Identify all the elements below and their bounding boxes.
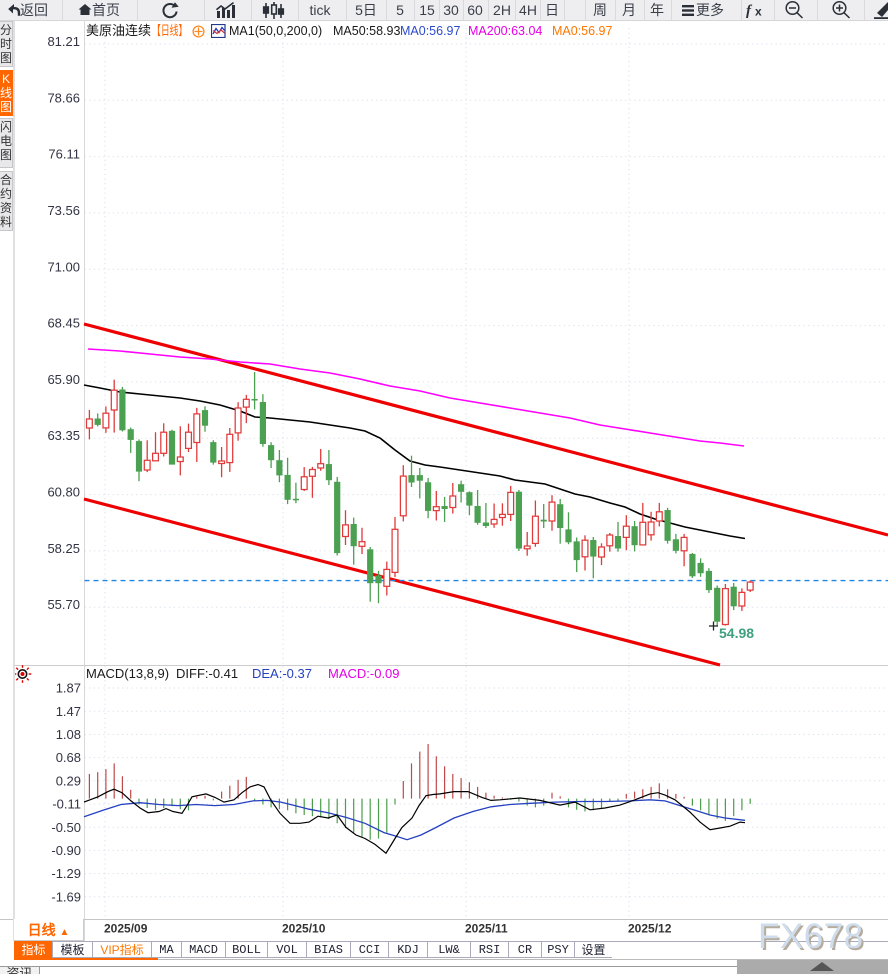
svg-text:0.29: 0.29 <box>56 773 81 788</box>
svg-text:73.56: 73.56 <box>47 203 80 218</box>
svg-text:f: f <box>746 3 753 19</box>
svg-text:71.00: 71.00 <box>47 259 80 274</box>
svg-text:55.70: 55.70 <box>47 597 80 612</box>
svg-text:-0.50: -0.50 <box>51 820 81 835</box>
svg-text:1.47: 1.47 <box>56 704 81 719</box>
svg-text:2025/10: 2025/10 <box>282 922 326 936</box>
svg-text:68.45: 68.45 <box>47 316 80 331</box>
svg-text:78.66: 78.66 <box>47 90 80 105</box>
svg-text:2025/11: 2025/11 <box>465 922 508 936</box>
svg-text:2025/09: 2025/09 <box>104 922 148 936</box>
svg-text:63.35: 63.35 <box>47 428 80 443</box>
svg-text:-0.90: -0.90 <box>51 843 81 858</box>
svg-text:0.68: 0.68 <box>56 750 81 765</box>
svg-text:81.21: 81.21 <box>47 34 80 49</box>
svg-text:58.25: 58.25 <box>47 541 80 556</box>
svg-text:60.80: 60.80 <box>47 485 80 500</box>
svg-text:1.08: 1.08 <box>56 727 81 742</box>
svg-text:76.11: 76.11 <box>48 147 80 162</box>
svg-text:54.98: 54.98 <box>719 625 754 641</box>
svg-text:-1.29: -1.29 <box>51 866 81 881</box>
svg-text:-1.69: -1.69 <box>51 889 81 904</box>
svg-text:65.90: 65.90 <box>47 372 80 387</box>
svg-text:x: x <box>755 5 762 19</box>
svg-text:-0.11: -0.11 <box>52 797 81 812</box>
svg-text:1.87: 1.87 <box>56 681 81 696</box>
svg-text:2025/12: 2025/12 <box>628 922 672 936</box>
